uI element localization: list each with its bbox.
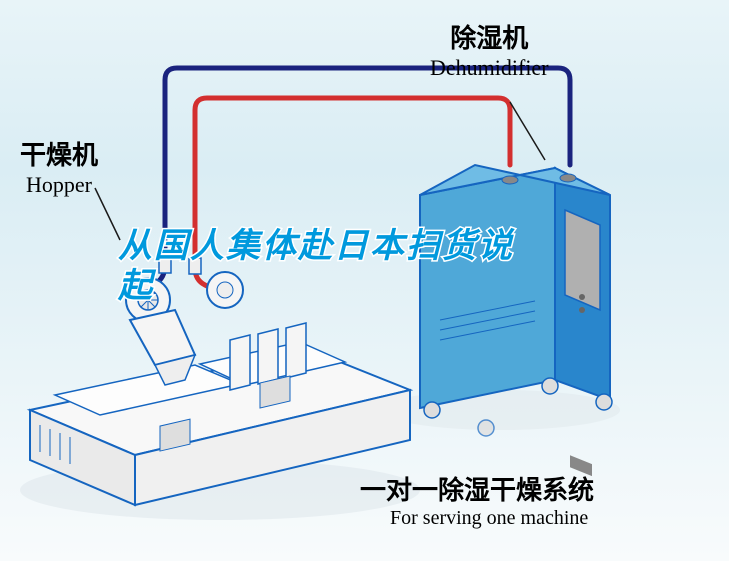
dehumidifier-shadow [380,390,620,430]
system-label-cn: 一对一除湿干燥系统 [360,470,594,507]
hopper-label: 干燥机 Hopper [20,135,98,198]
hopper-label-cn: 干燥机 [20,135,98,172]
system-label: 一对一除湿干燥系统 For serving one machine [360,470,594,530]
injection-machine [30,255,410,505]
system-label-en: For serving one machine [360,507,594,530]
dehumidifier-leader-line [510,102,545,160]
dehumidifier-label-en: Dehumidifier [430,55,549,81]
hopper-label-en: Hopper [20,172,98,198]
overlay-line2: 起 [118,258,154,307]
overlay-line1: 从国人集体赴日本扫货说 [118,218,514,267]
dehumidifier-label: 除湿机 Dehumidifier [430,18,549,81]
dehumidifier-label-cn: 除湿机 [430,18,549,55]
hopper-leader-line [95,188,120,240]
